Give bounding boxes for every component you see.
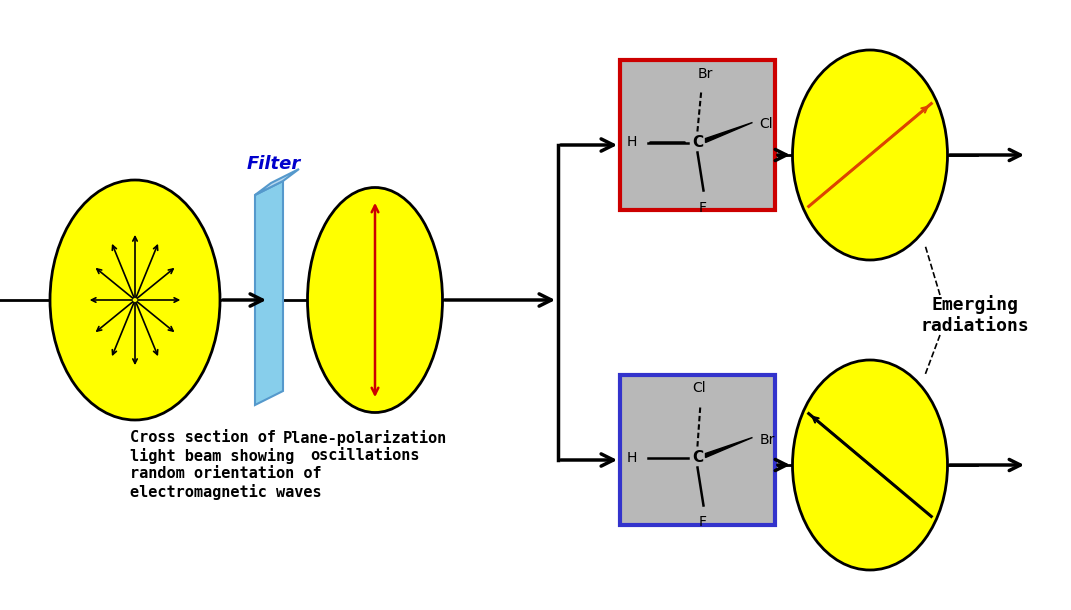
Text: Emerging
radiations: Emerging radiations: [921, 295, 1029, 335]
Polygon shape: [255, 181, 283, 405]
Text: Br: Br: [698, 66, 713, 81]
Text: Cl: Cl: [759, 118, 773, 132]
Text: C: C: [692, 135, 703, 150]
Ellipse shape: [307, 187, 442, 412]
FancyBboxPatch shape: [620, 60, 775, 210]
Text: Cl: Cl: [693, 381, 706, 395]
Polygon shape: [706, 437, 753, 458]
Text: Br: Br: [759, 432, 775, 447]
Text: H: H: [628, 135, 637, 149]
Polygon shape: [255, 169, 299, 195]
Text: F: F: [698, 515, 707, 529]
Ellipse shape: [50, 180, 220, 420]
Text: H: H: [628, 451, 637, 464]
Text: F: F: [698, 201, 707, 215]
Text: Cross section of
light beam showing
random orientation of
electromagnetic waves: Cross section of light beam showing rand…: [130, 430, 321, 500]
Ellipse shape: [793, 360, 948, 570]
Text: Filter: Filter: [247, 155, 301, 173]
Text: C: C: [692, 450, 703, 465]
FancyBboxPatch shape: [620, 375, 775, 525]
Text: Plane-polarization
oscillations: Plane-polarization oscillations: [283, 430, 447, 464]
Polygon shape: [706, 123, 753, 143]
Ellipse shape: [793, 50, 948, 260]
